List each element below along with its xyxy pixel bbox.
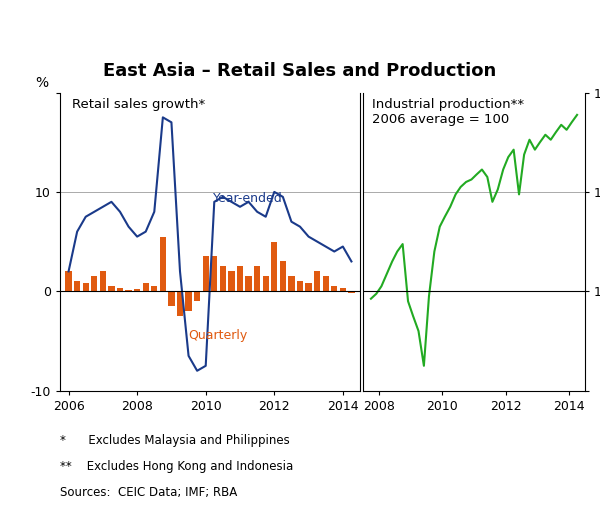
Bar: [117, 288, 123, 291]
Bar: [125, 290, 131, 291]
Text: Year-ended: Year-ended: [212, 192, 283, 205]
Text: **    Excludes Hong Kong and Indonesia: ** Excludes Hong Kong and Indonesia: [60, 460, 293, 473]
Bar: [331, 286, 337, 291]
Bar: [229, 271, 235, 291]
Bar: [203, 256, 209, 291]
Text: *      Excludes Malaysia and Philippines: * Excludes Malaysia and Philippines: [60, 434, 290, 447]
Bar: [177, 291, 183, 316]
Bar: [211, 256, 217, 291]
Bar: [280, 262, 286, 291]
Text: East Asia – Retail Sales and Production: East Asia – Retail Sales and Production: [103, 62, 497, 80]
Bar: [245, 277, 251, 291]
Bar: [65, 271, 71, 291]
Bar: [160, 236, 166, 291]
Bar: [134, 289, 140, 291]
Bar: [169, 291, 175, 306]
Bar: [289, 277, 295, 291]
Bar: [237, 266, 243, 291]
Text: Retail sales growth*: Retail sales growth*: [72, 99, 205, 112]
Bar: [74, 281, 80, 291]
Text: Quarterly: Quarterly: [188, 329, 248, 342]
Bar: [220, 266, 226, 291]
Text: Industrial production**
2006 average = 100: Industrial production** 2006 average = 1…: [372, 99, 524, 126]
Bar: [91, 277, 97, 291]
Bar: [109, 286, 115, 291]
Bar: [305, 283, 311, 291]
Bar: [340, 288, 346, 291]
Bar: [143, 283, 149, 291]
Bar: [263, 277, 269, 291]
Bar: [194, 291, 200, 301]
Y-axis label: %: %: [35, 76, 49, 89]
Bar: [151, 286, 157, 291]
Bar: [100, 271, 106, 291]
Bar: [271, 242, 277, 291]
Bar: [314, 271, 320, 291]
Bar: [323, 277, 329, 291]
Bar: [349, 291, 355, 293]
Bar: [185, 291, 191, 311]
Text: Sources:  CEIC Data; IMF; RBA: Sources: CEIC Data; IMF; RBA: [60, 486, 237, 499]
Bar: [83, 283, 89, 291]
Bar: [254, 266, 260, 291]
Bar: [297, 281, 303, 291]
